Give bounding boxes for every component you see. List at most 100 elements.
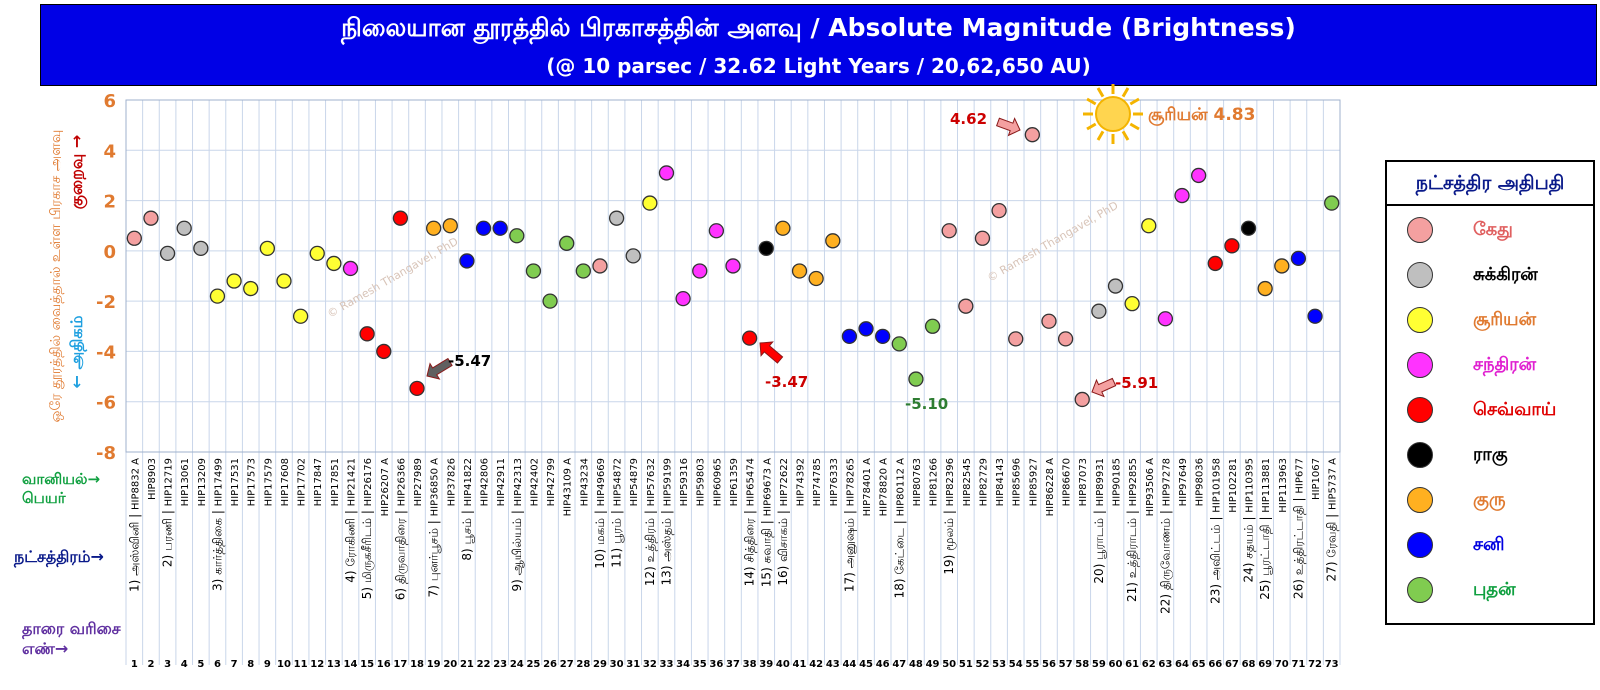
legend-marker bbox=[1407, 577, 1433, 603]
data-point bbox=[342, 260, 359, 277]
legend: நட்சத்திர அதிபதி கேது சுக்கிரன் சூரியன் … bbox=[1385, 160, 1595, 625]
y-tick-label: 0 bbox=[103, 242, 116, 263]
annotation-arrow-shape bbox=[759, 341, 784, 364]
x-tick-label: 71 bbox=[1291, 659, 1305, 670]
hip-label: HIP54872 bbox=[613, 458, 624, 506]
data-point bbox=[891, 336, 907, 352]
x-tick-label: 42 bbox=[809, 659, 823, 670]
x-tick-label: 19 bbox=[427, 659, 441, 670]
hip-label-group: HIP78820 A bbox=[879, 458, 890, 516]
annotation-arrow bbox=[1091, 377, 1117, 398]
chart-title: நிலையான தூரத்தில் பிரகாசத்தின் அளவு / Ab… bbox=[341, 13, 1296, 42]
hip-label: HIP26176 bbox=[363, 458, 374, 506]
plot-frame bbox=[125, 99, 1341, 453]
hip-label: HIP86228 A bbox=[1045, 458, 1056, 516]
hip-label-group: 26) உத்திரட்டாதி | HIP677 bbox=[1291, 458, 1305, 599]
legend-marker bbox=[1407, 217, 1433, 243]
data-point bbox=[509, 228, 525, 244]
data-point bbox=[642, 195, 658, 211]
y-tick-label: -8 bbox=[96, 443, 116, 464]
hip-label-group: 19) மூலம் | HIP82396 bbox=[942, 458, 957, 575]
data-point bbox=[126, 230, 142, 246]
nakshatra-label: 9) ஆயில்யம் | bbox=[510, 506, 524, 591]
legend-label: சனி bbox=[1473, 534, 1505, 555]
hip-label-group: 2) பரணி | HIP12719 bbox=[161, 458, 175, 567]
x-tick-label: 63 bbox=[1158, 659, 1172, 670]
x-tick-label: 61 bbox=[1125, 659, 1139, 670]
hip-label: HIP42402 bbox=[529, 458, 540, 506]
annotation-arrow bbox=[759, 341, 784, 364]
hip-label: HIP13209 bbox=[197, 458, 208, 506]
data-point bbox=[675, 290, 691, 307]
hip-label-group: HIP37826 bbox=[446, 458, 457, 506]
data-point bbox=[1307, 308, 1323, 324]
legend-item-raagu: ராகு bbox=[1387, 436, 1593, 476]
hip-label-group: 8) பூசம் | HIP41822 bbox=[460, 458, 474, 561]
hip-label: HIP36850 A bbox=[430, 458, 441, 516]
hip-label: HIP102281 bbox=[1228, 458, 1239, 513]
star-name-label: 18) கேட்டை | HIP80112 A bbox=[892, 458, 906, 599]
hip-label-group: HIP59803 bbox=[696, 458, 707, 506]
hip-label: HIP42313 bbox=[513, 458, 524, 506]
hip-label-group: HIP98036 bbox=[1195, 458, 1206, 506]
hip-label: HIP17702 bbox=[297, 458, 308, 506]
data-point bbox=[459, 253, 475, 269]
data-point bbox=[1008, 331, 1024, 347]
hip-label-group: 24) சதயம் | HIP110395 bbox=[1242, 458, 1256, 583]
x-tick-label: 24 bbox=[510, 659, 524, 670]
hip-label-group: HIP17608 bbox=[280, 458, 291, 506]
hip-label-group: HIP84143 bbox=[995, 458, 1006, 506]
y-axis-more-label: ← அதிகம் bbox=[67, 315, 87, 388]
hip-label: HIP8832 A bbox=[130, 458, 141, 510]
star-name-label: 27) ரேவதி | HIP5737 A bbox=[1325, 458, 1339, 582]
hip-label-group: HIP113963 bbox=[1278, 458, 1289, 513]
sun-ray bbox=[1121, 87, 1130, 98]
row-label-hip-line2: பெயர் bbox=[22, 489, 67, 507]
x-tick-label: 37 bbox=[726, 659, 740, 670]
hip-label: HIP17847 bbox=[313, 458, 324, 506]
hip-label: HIP49669 bbox=[596, 458, 607, 506]
x-tick-label: 48 bbox=[909, 659, 923, 670]
annotation-label: -5.10 bbox=[905, 395, 948, 413]
legend-label: சந்திரன் bbox=[1473, 354, 1537, 375]
legend-item-chandiran: சந்திரன் bbox=[1387, 346, 1593, 386]
x-tick-label: 18 bbox=[410, 659, 424, 670]
star-name-label: 17) அனுஷம் | HIP78265 bbox=[842, 458, 857, 592]
x-tick-label: 70 bbox=[1275, 659, 1289, 670]
nakshatra-label: 20) பூராடம் | bbox=[1092, 506, 1106, 583]
hip-label: HIP57632 bbox=[646, 458, 657, 506]
hip-label: HIP78820 A bbox=[879, 458, 890, 516]
hip-label: HIP89931 bbox=[1095, 458, 1106, 506]
hip-label: HIP101958 bbox=[1211, 458, 1222, 513]
hip-label: HIP677 bbox=[1294, 458, 1305, 494]
nakshatra-label: 7) புனர்பூசம் | bbox=[427, 516, 441, 597]
x-tick-label: 50 bbox=[942, 659, 956, 670]
data-point bbox=[1091, 303, 1107, 319]
hip-label-group: HIP43234 bbox=[579, 458, 590, 506]
legend-marker bbox=[1407, 487, 1433, 513]
row-label-order-line2: எண்→ bbox=[22, 639, 68, 658]
x-tick-label: 69 bbox=[1258, 659, 1272, 670]
data-point bbox=[775, 220, 791, 236]
hip-label: HIP93506 A bbox=[1145, 458, 1156, 516]
star-name-label: 1) அஸ்வினி | HIP8832 A bbox=[127, 458, 141, 592]
hip-label: HIP42799 bbox=[546, 458, 557, 506]
x-tick-label: 25 bbox=[526, 659, 540, 670]
x-tick-label: 34 bbox=[676, 659, 690, 670]
data-point bbox=[193, 240, 209, 256]
hip-label: HIP113881 bbox=[1261, 458, 1272, 513]
legend-label: கேது bbox=[1473, 219, 1513, 240]
star-name-label: 5) மிருகசீரிடம் | HIP26176 bbox=[360, 458, 375, 599]
hip-label-group: HIP42806 bbox=[480, 458, 491, 506]
data-point bbox=[326, 255, 342, 272]
data-point bbox=[1041, 313, 1057, 329]
x-tick-label: 59 bbox=[1092, 659, 1106, 670]
hip-label: HIP17531 bbox=[230, 458, 241, 506]
hip-label: HIP61359 bbox=[729, 458, 740, 506]
x-tick-label: 9 bbox=[264, 659, 271, 670]
x-tick-label: 62 bbox=[1142, 659, 1156, 670]
hip-label-group: HIP74392 bbox=[796, 458, 807, 506]
hip-label: HIP17579 bbox=[263, 458, 274, 506]
hip-label: HIP84143 bbox=[995, 458, 1006, 506]
x-tick-label: 14 bbox=[344, 659, 358, 670]
